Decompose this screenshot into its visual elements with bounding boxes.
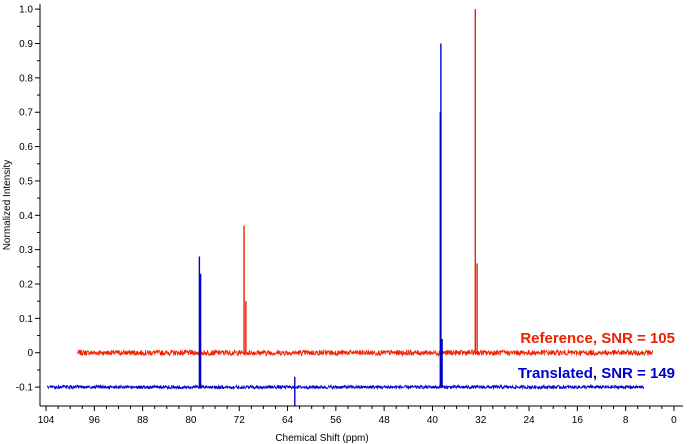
- y-tick-label: 0: [27, 348, 33, 359]
- legend-label-reference: Reference, SNR = 105: [520, 330, 675, 347]
- x-tick-label: 40: [427, 415, 439, 426]
- legend-label-translated: Translated, SNR = 149: [518, 365, 675, 382]
- y-axis-title: Normalized Intensity: [2, 160, 13, 251]
- y-tick-label: 0.3: [19, 245, 33, 256]
- x-tick-label: 16: [572, 415, 584, 426]
- x-tick-label: 96: [89, 415, 101, 426]
- x-ticks: 104 96 88 80 72 64 56 48 40 32 24 16 8 0: [38, 406, 677, 426]
- x-tick-label: 88: [137, 415, 149, 426]
- y-tick-label: 1.0: [19, 5, 33, 16]
- y-tick-label: 0.9: [19, 39, 33, 50]
- y-ticks: -0.1 0 0.1 0.2 0.3 0.4 0.5 0.6 0.7 0.8 0.9 1.0: [16, 5, 40, 394]
- x-tick-label: 56: [330, 415, 342, 426]
- y-tick-label: 0.8: [19, 73, 33, 84]
- y-tick-label: 0.5: [19, 176, 33, 187]
- x-tick-label: 0: [671, 415, 677, 426]
- y-tick-label: 0.7: [19, 108, 33, 119]
- y-tick-label: 0.6: [19, 142, 33, 153]
- x-tick-label: 64: [282, 415, 294, 426]
- x-tick-label: 104: [38, 415, 55, 426]
- y-tick-label: 0.1: [19, 314, 33, 325]
- y-tick-label: -0.1: [16, 383, 34, 394]
- y-tick-label: 0.4: [19, 211, 33, 222]
- series-layer: [46, 9, 654, 406]
- x-axis-title: Chemical Shift (ppm): [275, 433, 368, 444]
- x-tick-label: 72: [234, 415, 246, 426]
- x-tick-label: 48: [379, 415, 391, 426]
- series-line-0: [77, 348, 654, 358]
- y-tick-label: 0.2: [19, 280, 33, 291]
- x-tick-label: 80: [185, 415, 197, 426]
- x-tick-label: 8: [623, 415, 629, 426]
- x-tick-label: 24: [523, 415, 535, 426]
- axes-layer: [39, 4, 683, 407]
- series-line-1: [46, 383, 645, 391]
- x-tick-label: 32: [475, 415, 487, 426]
